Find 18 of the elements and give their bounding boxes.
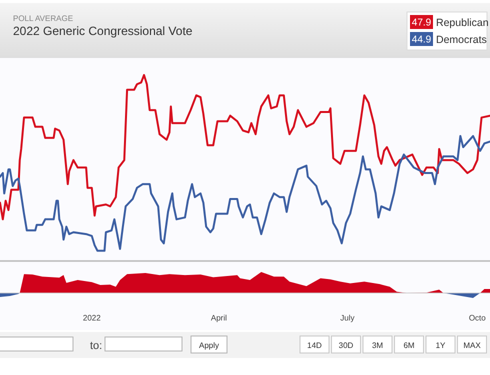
text: 44.9 xyxy=(412,34,432,46)
x-tick-label: 2022 xyxy=(82,314,102,323)
range-button: 1Y xyxy=(426,336,456,354)
legend-label: Democrats xyxy=(436,34,487,46)
legend-label: Republican xyxy=(436,17,489,29)
x-tick-label: July xyxy=(340,314,354,323)
text: to: xyxy=(90,340,102,352)
range-button: MAX xyxy=(457,336,487,354)
x-tick-label: Octo xyxy=(468,314,486,323)
range-button: 30D xyxy=(331,336,361,354)
range-button: 6M xyxy=(394,336,424,354)
chart-title: 2022 Generic Congressional Vote xyxy=(13,24,193,38)
text: 47.9 xyxy=(412,18,432,28)
range-button: 14D xyxy=(300,336,330,354)
range-button: 3M xyxy=(362,336,392,354)
x-tick-label: April xyxy=(210,314,228,323)
apply-button: Apply xyxy=(190,336,228,354)
chart-subtitle: POLL AVERAGE xyxy=(13,14,74,23)
